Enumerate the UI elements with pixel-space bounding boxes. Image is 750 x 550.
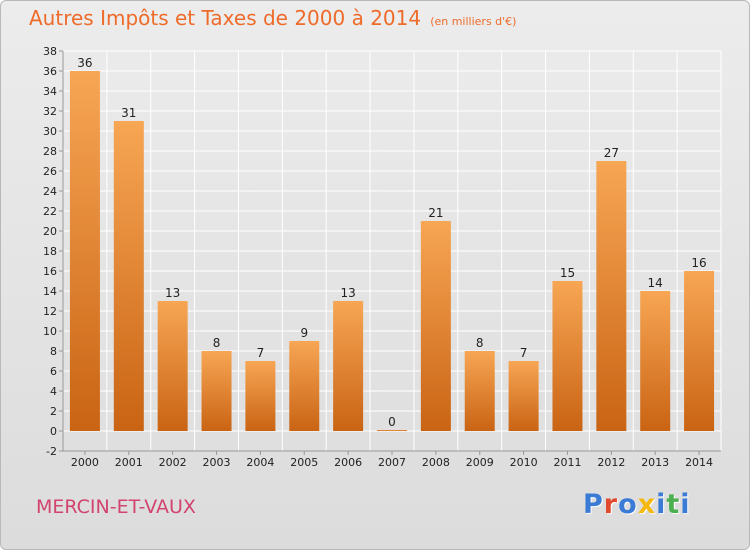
data-label-2007: 0 [388, 415, 396, 429]
y-tick-label: 4 [50, 385, 57, 398]
data-labels: 36 31 13 8 7 9 13 0 21 8 7 15 27 14 16 [77, 56, 706, 429]
bar-2005 [289, 341, 320, 431]
bar-2008 [420, 221, 451, 431]
y-tick-label: 2 [50, 405, 57, 418]
bar-2002 [157, 301, 188, 431]
y-tick-label: 22 [43, 205, 57, 218]
y-tick-label: 8 [50, 345, 57, 358]
y-tick-label: 14 [43, 285, 57, 298]
logo-letter: x [637, 489, 657, 520]
x-tick-label-2009: 2009 [466, 456, 494, 469]
y-tick-label: 20 [43, 225, 57, 238]
x-tick-label-2006: 2006 [334, 456, 362, 469]
bar-2006 [333, 301, 364, 431]
data-label-2014: 16 [691, 256, 706, 270]
x-tick-label-2001: 2001 [115, 456, 143, 469]
x-tick-label-2013: 2013 [641, 456, 669, 469]
y-tick-label: 28 [43, 145, 57, 158]
title-line: Autres Impôts et Taxes de 2000 à 2014 (e… [29, 6, 516, 30]
y-tick-label: 30 [43, 125, 57, 138]
data-label-2006: 13 [340, 286, 355, 300]
y-tick-label: -2 [46, 445, 57, 458]
chart-title: Autres Impôts et Taxes de 2000 à 2014 [29, 6, 422, 30]
x-tick-label-2008: 2008 [422, 456, 450, 469]
y-tick-label: 12 [43, 305, 57, 318]
data-label-2010: 7 [520, 346, 528, 360]
bar-2013 [640, 291, 671, 431]
data-label-2003: 8 [213, 336, 221, 350]
bars [69, 71, 715, 431]
bar-2001 [113, 121, 144, 431]
bar-2009 [464, 351, 495, 431]
bar-2007 [377, 430, 407, 431]
y-tick-label: 10 [43, 325, 57, 338]
y-tick-label: 36 [43, 65, 57, 78]
data-label-2013: 14 [648, 276, 663, 290]
logo-letter: r [603, 489, 619, 520]
logo-letter: P [583, 489, 604, 520]
data-label-2012: 27 [604, 146, 619, 160]
data-label-2001: 31 [121, 106, 136, 120]
data-label-2000: 36 [77, 56, 92, 70]
bar-2014 [684, 271, 715, 431]
x-tick-label-2010: 2010 [510, 456, 538, 469]
bar-2004 [245, 361, 276, 431]
x-tick-labels: 2000 2001 2002 2003 2004 2005 2006 2007 2008 2009… [71, 456, 713, 469]
x-tick-label-2011: 2011 [553, 456, 581, 469]
data-label-2009: 8 [476, 336, 484, 350]
bar-2000 [69, 71, 100, 431]
x-tick-label-2002: 2002 [159, 456, 187, 469]
bar-2012 [596, 161, 627, 431]
chart-subtitle: (en milliers d'€) [430, 15, 517, 28]
x-tick-label-2007: 2007 [378, 456, 406, 469]
data-label-2004: 7 [257, 346, 265, 360]
x-tick-label-2003: 2003 [203, 456, 231, 469]
data-label-2011: 15 [560, 266, 575, 280]
logo-letter: i [680, 489, 691, 520]
y-tick-label: 32 [43, 105, 57, 118]
y-tick-label: 6 [50, 365, 57, 378]
data-label-2005: 9 [300, 326, 308, 340]
y-tick-label: 38 [43, 45, 57, 58]
data-label-2008: 21 [428, 206, 443, 220]
y-tick-label: 34 [43, 85, 57, 98]
x-tick-label-2014: 2014 [685, 456, 713, 469]
logo-letter: t [666, 489, 681, 520]
x-tick-label-2004: 2004 [246, 456, 274, 469]
place-name: MERCIN-ET-VAUX [36, 496, 196, 518]
bar-2010 [508, 361, 539, 431]
proxiti-logo[interactable]: Proxiti [583, 489, 691, 520]
axes [59, 50, 721, 455]
x-tick-label-2012: 2012 [597, 456, 625, 469]
bar-2011 [552, 281, 583, 431]
y-tick-label: 26 [43, 165, 57, 178]
y-tick-label: 0 [50, 425, 57, 438]
logo-letter: i [656, 489, 667, 520]
y-tick-label: 16 [43, 265, 57, 278]
x-tick-label-2005: 2005 [290, 456, 318, 469]
x-tick-label-2000: 2000 [71, 456, 99, 469]
data-label-2002: 13 [165, 286, 180, 300]
bar-2003 [201, 351, 232, 431]
y-tick-label: 24 [43, 185, 57, 198]
logo-letter: o [618, 489, 638, 520]
y-tick-label: 18 [43, 245, 57, 258]
